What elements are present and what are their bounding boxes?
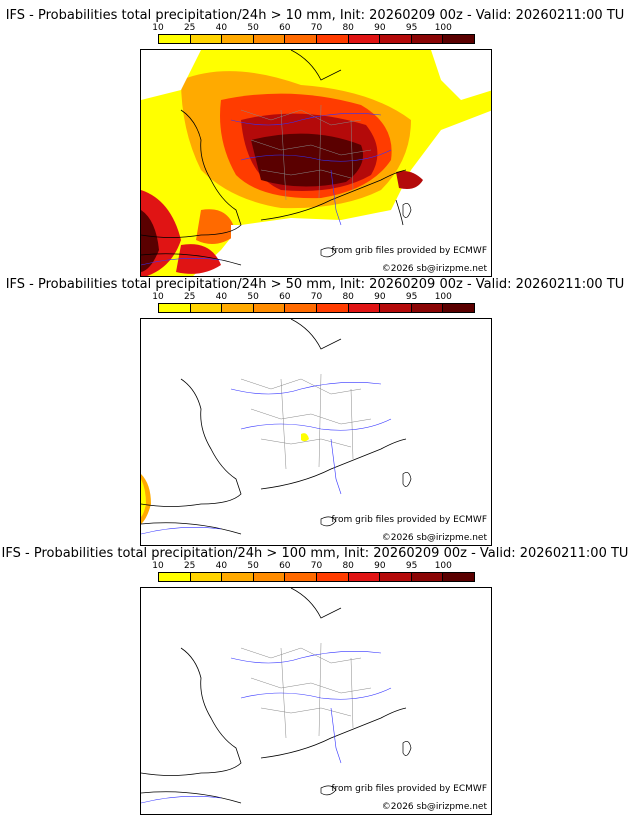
colorbar-segment: [253, 35, 286, 43]
colorbar-segment: [411, 35, 444, 43]
colorbar-segment: [316, 304, 349, 312]
colorbar-segment: [443, 35, 474, 43]
colorbar: [158, 572, 475, 582]
colorbar-tick-label: 70: [310, 561, 323, 571]
colorbar-tick-label: 60: [279, 561, 291, 571]
colorbar-segment: [443, 304, 474, 312]
colorbar-tick-label: 10: [152, 292, 164, 302]
colorbar-segment: [222, 573, 254, 581]
islands: [320, 741, 412, 796]
panel-10mm: IFS - Probabilities total precipitation/…: [0, 0, 630, 277]
colorbar-tick-label: 10: [152, 561, 164, 571]
colorbar-tick-label: 40: [215, 561, 228, 571]
colorbar-segment: [316, 35, 349, 43]
colorbar-tick-label: 40: [215, 292, 228, 302]
coastlines: [141, 319, 407, 535]
colorbar-tick-label: 10: [152, 23, 164, 33]
colorbar: [158, 303, 475, 313]
colorbar-tick-label: 80: [342, 561, 354, 571]
colorbar-segment: [222, 35, 254, 43]
panel-50mm: IFS - Probabilities total precipitation/…: [0, 269, 630, 546]
colorbar: [158, 34, 475, 44]
colorbar-ticks: 10 25 40 50 60 70 80 90 95 100: [152, 292, 475, 302]
rivers: [141, 651, 392, 804]
colorbar-tick-label: 25: [183, 23, 196, 33]
colorbar-tick-label: 25: [183, 561, 196, 571]
colorbar-segment: [222, 304, 254, 312]
map-50mm[interactable]: from grib files provided by ECMWF ©2026 …: [140, 318, 492, 546]
panel-100mm: IFS - Probabilities total precipitation/…: [0, 538, 630, 815]
colorbar-segment: [190, 304, 223, 312]
copyright-credit: ©2026 sb@irizpme.net: [381, 264, 487, 274]
coastlines: [141, 50, 407, 266]
colorbar-segment: [380, 304, 412, 312]
colorbar-segment: [411, 304, 444, 312]
colorbar-segment: [348, 304, 381, 312]
colorbar-tick-label: 100: [434, 23, 452, 33]
colorbar-segment: [159, 304, 191, 312]
admin-borders: [240, 642, 372, 739]
admin-borders: [240, 373, 372, 470]
colorbar-tick-label: 50: [247, 23, 259, 33]
colorbar-segment: [190, 35, 223, 43]
colorbar-segment: [348, 573, 381, 581]
map-svg: [141, 319, 412, 535]
islands: [320, 472, 412, 527]
panel-title: IFS - Probabilities total precipitation/…: [5, 8, 625, 23]
map-svg: [141, 588, 412, 804]
colorbar-segment: [253, 573, 286, 581]
colorbar-tick-label: 100: [434, 561, 452, 571]
colorbar-segment: [411, 573, 444, 581]
colorbar-tick-label: 50: [247, 561, 259, 571]
colorbar-tick-label: 40: [215, 23, 228, 33]
colorbar-segment: [253, 304, 286, 312]
colorbar-segment: [380, 35, 412, 43]
source-credit: from grib files provided by ECMWF: [331, 515, 487, 525]
copyright-credit: ©2026 sb@irizpme.net: [381, 533, 487, 543]
colorbar-segment: [285, 35, 317, 43]
islands: [320, 203, 412, 258]
colorbar-segment: [159, 35, 191, 43]
source-credit: from grib files provided by ECMWF: [331, 246, 487, 256]
colorbar-ticks: 10 25 40 50 60 70 80 90 95 100: [152, 561, 475, 571]
colorbar-tick-label: 50: [247, 292, 259, 302]
colorbar-tick-label: 25: [183, 292, 196, 302]
colorbar-segment: [380, 573, 412, 581]
rivers: [141, 113, 392, 266]
colorbar-ticks: 10 25 40 50 60 70 80 90 95 100: [152, 23, 475, 33]
colorbar-segment: [316, 573, 349, 581]
colorbar-tick-label: 100: [434, 292, 452, 302]
colorbar-tick-label: 90: [374, 292, 386, 302]
map-svg: [141, 50, 491, 276]
colorbar-segment: [159, 573, 191, 581]
colorbar-tick-label: 60: [279, 292, 291, 302]
precip-probability-field: [141, 50, 491, 276]
colorbar-tick-label: 90: [374, 23, 386, 33]
colorbar-segment: [190, 573, 223, 581]
colorbar-tick-label: 90: [374, 561, 386, 571]
colorbar-tick-label: 70: [310, 23, 323, 33]
source-credit: from grib files provided by ECMWF: [331, 784, 487, 794]
colorbar-segment: [443, 573, 474, 581]
panel-title: IFS - Probabilities total precipitation/…: [5, 277, 625, 292]
colorbar-segment: [285, 304, 317, 312]
colorbar-tick-label: 80: [342, 292, 354, 302]
colorbar-segment: [348, 35, 381, 43]
colorbar-tick-label: 70: [310, 292, 323, 302]
colorbar-tick-label: 60: [279, 23, 291, 33]
rivers: [141, 382, 392, 535]
coastlines: [141, 588, 407, 804]
panel-title: IFS - Probabilities total precipitation/…: [1, 546, 629, 561]
map-100mm[interactable]: from grib files provided by ECMWF ©2026 …: [140, 587, 492, 815]
colorbar-tick-label: 95: [405, 292, 418, 302]
precip-probability-field: [141, 433, 309, 524]
map-10mm[interactable]: from grib files provided by ECMWF ©2026 …: [140, 49, 492, 277]
colorbar-tick-label: 95: [405, 23, 418, 33]
colorbar-tick-label: 80: [342, 23, 354, 33]
colorbar-tick-label: 95: [405, 561, 418, 571]
copyright-credit: ©2026 sb@irizpme.net: [381, 802, 487, 812]
colorbar-segment: [285, 573, 317, 581]
